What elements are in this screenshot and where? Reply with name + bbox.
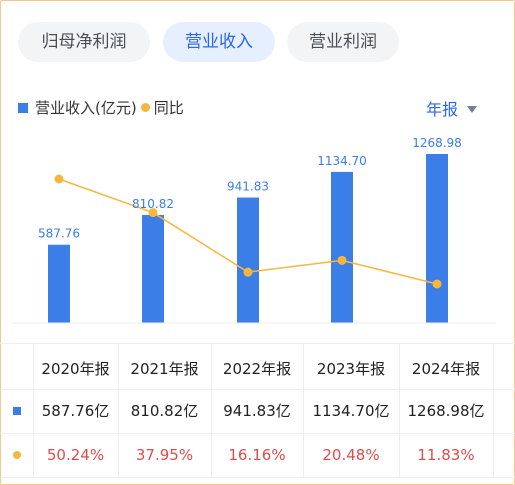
chart-legend: 营业收入(亿元) 同比 (18, 97, 184, 118)
table-top-border (0, 343, 515, 344)
table-row-yoy: 50.24% 37.95% 16.16% 20.48% 11.83% (0, 433, 515, 477)
bar-value-label: 587.76 (38, 227, 80, 241)
revenue-bar (331, 171, 353, 323)
period-label: 年报 (426, 100, 459, 119)
yoy-row-marker (13, 451, 21, 459)
revenue-bar (142, 215, 164, 323)
revenue-cell: 1268.98亿 (407, 402, 485, 420)
header-cell: 2020年报 (41, 360, 110, 378)
revenue-bar (237, 197, 259, 323)
revenue-chart: 587.76 810.82 941.83 1134.70 1268.98 (12, 136, 496, 324)
line-legend-dot (140, 103, 150, 112)
tab-operating-profit[interactable]: 营业利润 (287, 22, 399, 62)
tab-revenue[interactable]: 营业收入 (163, 22, 275, 62)
yoy-point (54, 174, 64, 184)
table-bottom-border (0, 477, 515, 478)
bar-legend-swatch (18, 102, 28, 113)
table-col-divider (211, 343, 212, 477)
table-row-revenue: 587.76亿 810.82亿 941.83亿 1134.70亿 1268.98… (0, 389, 515, 433)
yoy-point (243, 267, 253, 277)
yoy-cell: 16.16% (228, 446, 286, 464)
bar-value-label: 941.83 (227, 180, 269, 194)
table-header-row: 2020年报 2021年报 2022年报 2023年报 2024年报 (0, 347, 515, 391)
caret-down-icon (467, 105, 478, 113)
yoy-cell: 20.48% (322, 446, 380, 464)
revenue-cell: 587.76亿 (41, 402, 110, 420)
revenue-row-marker (13, 407, 21, 415)
yoy-cell: 11.83% (417, 446, 475, 464)
revenue-bar (426, 154, 448, 323)
yoy-point (432, 279, 442, 289)
yoy-cell: 50.24% (46, 446, 105, 464)
header-cell: 2024年报 (411, 360, 481, 378)
line-legend-label: 同比 (153, 99, 184, 117)
table-col-divider (493, 343, 494, 477)
yoy-point (337, 255, 347, 265)
table-divider-1 (0, 389, 515, 390)
bar-value-label: 810.82 (132, 197, 174, 211)
revenue-cell: 941.83亿 (223, 402, 291, 420)
yoy-points (54, 174, 442, 289)
table-col-divider (33, 343, 34, 477)
table-col-divider (399, 343, 400, 477)
period-selector[interactable]: 年报 (426, 96, 478, 120)
bar-legend-label: 营业收入(亿元) (35, 99, 137, 117)
header-cell: 2023年报 (316, 360, 386, 378)
yoy-cell: 37.95% (135, 446, 194, 464)
header-cell: 2022年报 (222, 360, 292, 378)
bar-value-labels: 587.76 810.82 941.83 1134.70 1268.98 (38, 136, 462, 241)
revenue-bar (48, 244, 70, 323)
yoy-point (148, 208, 158, 218)
revenue-cell: 1134.70亿 (312, 402, 390, 420)
revenue-cell: 810.82亿 (130, 402, 199, 420)
table-col-divider (118, 343, 119, 477)
bar-series (48, 154, 448, 323)
bar-value-label: 1134.70 (317, 154, 367, 168)
header-cell: 2021年报 (130, 360, 199, 378)
table-col-divider (303, 343, 304, 477)
tab-net-profit[interactable]: 归母净利润 (18, 22, 150, 62)
bar-value-label: 1268.98 (412, 136, 462, 150)
table-divider-2 (0, 433, 515, 434)
